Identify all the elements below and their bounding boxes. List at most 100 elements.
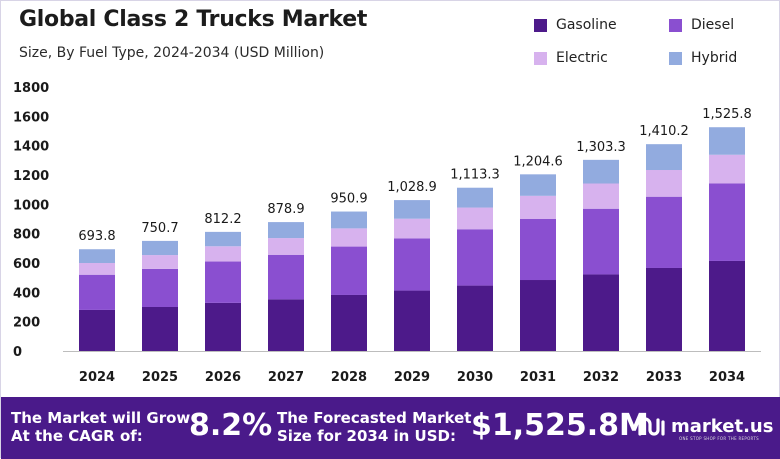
bar-segment-hybrid bbox=[331, 211, 367, 229]
bar-segment-gasoline bbox=[331, 294, 367, 351]
bar-segment-diesel bbox=[142, 268, 178, 307]
bar-segment-hybrid bbox=[79, 249, 115, 263]
y-tick-label: 400 bbox=[13, 286, 40, 301]
bar-total-label: 693.8 bbox=[78, 229, 115, 244]
forecast-value: $1,525.8M bbox=[471, 408, 649, 443]
x-tick-label: 2029 bbox=[394, 370, 430, 385]
bar-total-label: 1,410.2 bbox=[639, 124, 689, 139]
bar-segment-hybrid bbox=[142, 240, 178, 256]
legend-label-diesel: Diesel bbox=[691, 17, 735, 33]
x-tick-label: 2024 bbox=[79, 370, 115, 385]
brand-tagline: ONE STOP SHOP FOR THE REPORTS bbox=[679, 436, 759, 441]
bar-segment-diesel bbox=[331, 246, 367, 295]
bar-total-label: 1,525.8 bbox=[702, 107, 752, 122]
bar-segment-electric bbox=[394, 218, 430, 239]
bar-segment-hybrid bbox=[394, 200, 430, 219]
chart-subtitle: Size, By Fuel Type, 2024-2034 (USD Milli… bbox=[19, 45, 325, 61]
x-tick-label: 2034 bbox=[709, 370, 745, 385]
bar-total-label: 878.9 bbox=[267, 202, 304, 217]
bar-segment-electric bbox=[79, 263, 115, 275]
y-tick-label: 800 bbox=[13, 228, 40, 243]
chart-title: Global Class 2 Trucks Market bbox=[19, 7, 368, 32]
bar-total-label: 750.7 bbox=[141, 221, 178, 236]
bar-segment-diesel bbox=[394, 238, 430, 291]
bar-segment-electric bbox=[331, 228, 367, 247]
bar-segment-electric bbox=[457, 207, 493, 230]
bar-segment-hybrid bbox=[457, 187, 493, 208]
y-tick-label: 1400 bbox=[13, 140, 49, 155]
bar-segment-hybrid bbox=[583, 159, 619, 184]
legend-label-electric: Electric bbox=[556, 50, 608, 66]
legend-item-gasoline: Gasoline bbox=[534, 17, 617, 33]
bar-segment-diesel bbox=[205, 261, 241, 303]
y-tick-label: 200 bbox=[13, 316, 40, 331]
legend-swatch-hybrid bbox=[669, 51, 682, 65]
bar-segment-hybrid bbox=[520, 174, 556, 196]
bar-segment-gasoline bbox=[268, 299, 304, 351]
x-tick-label: 2032 bbox=[583, 370, 619, 385]
legend-item-hybrid: Hybrid bbox=[669, 50, 737, 66]
x-tick-label: 2030 bbox=[457, 370, 493, 385]
x-tick-label: 2033 bbox=[646, 370, 682, 385]
legend-swatch-diesel bbox=[669, 18, 682, 32]
legend-item-diesel: Diesel bbox=[669, 17, 734, 33]
brand-logo: market.us bbox=[637, 412, 773, 440]
y-tick-label: 1000 bbox=[13, 198, 49, 213]
bar-segment-electric bbox=[205, 246, 241, 262]
y-tick-label: 1600 bbox=[13, 110, 49, 125]
market-us-logo-icon bbox=[638, 417, 665, 436]
bar-total-label: 1,303.3 bbox=[576, 140, 626, 155]
legend-label-hybrid: Hybrid bbox=[691, 50, 738, 66]
cagr-value: 8.2% bbox=[189, 408, 273, 443]
x-tick-label: 2026 bbox=[205, 370, 241, 385]
bar-segment-gasoline bbox=[205, 302, 241, 351]
bar-segment-diesel bbox=[646, 196, 682, 268]
bar-segment-electric bbox=[646, 170, 682, 197]
y-tick-label: 1800 bbox=[13, 81, 49, 96]
cagr-caption-line1: The Market will Grow bbox=[11, 409, 191, 427]
bar-segment-diesel bbox=[457, 229, 493, 286]
bar-segment-gasoline bbox=[457, 285, 493, 351]
cagr-caption: The Market will Grow At the CAGR of: bbox=[11, 409, 190, 445]
bar-segment-gasoline bbox=[142, 307, 178, 351]
forecast-caption: The Forecasted Market Size for 2034 in U… bbox=[277, 409, 471, 445]
bar-total-label: 1,028.9 bbox=[387, 180, 437, 195]
bar-segment-electric bbox=[709, 154, 745, 184]
y-tick-label: 0 bbox=[13, 345, 22, 360]
bar-segment-hybrid bbox=[268, 222, 304, 239]
legend-swatch-electric bbox=[534, 51, 547, 65]
x-tick-label: 2027 bbox=[268, 370, 304, 385]
forecast-caption-line1: The Forecasted Market bbox=[277, 409, 472, 427]
cagr-caption-line2: At the CAGR of: bbox=[11, 427, 143, 445]
bar-segment-hybrid bbox=[709, 127, 745, 155]
brand-name: market.us bbox=[671, 415, 774, 437]
bar-segment-hybrid bbox=[646, 144, 682, 171]
y-tick-label: 600 bbox=[13, 257, 40, 272]
bar-segment-diesel bbox=[79, 274, 115, 310]
x-tick-label: 2025 bbox=[142, 370, 178, 385]
bar-segment-gasoline bbox=[520, 280, 556, 351]
bar-segment-electric bbox=[268, 238, 304, 255]
bar-segment-diesel bbox=[583, 208, 619, 275]
bar-segment-gasoline bbox=[394, 290, 430, 351]
bar-segment-hybrid bbox=[205, 231, 241, 247]
bar-segment-gasoline bbox=[646, 267, 682, 351]
chart-plot-area: 0 200 400 600 800 1000 1200 1400 1600 1800 693.8 20… bbox=[13, 81, 761, 385]
bar-segment-gasoline bbox=[79, 309, 115, 351]
legend-swatch-gasoline bbox=[534, 18, 547, 32]
legend-label-gasoline: Gasoline bbox=[556, 17, 617, 33]
forecast-caption-line2: Size for 2034 in USD: bbox=[277, 427, 456, 445]
y-tick-label: 1200 bbox=[13, 169, 49, 184]
bar-total-label: 950.9 bbox=[330, 192, 367, 207]
x-tick-label: 2031 bbox=[520, 370, 556, 385]
bar-segment-gasoline bbox=[709, 260, 745, 351]
bar-segment-diesel bbox=[709, 183, 745, 261]
bar-segment-diesel bbox=[268, 254, 304, 300]
bar-total-label: 1,113.3 bbox=[450, 168, 500, 183]
bar-segment-gasoline bbox=[583, 274, 619, 351]
bar-segment-electric bbox=[142, 255, 178, 269]
bar-segment-electric bbox=[520, 195, 556, 219]
bar-segment-electric bbox=[583, 183, 619, 209]
x-tick-label: 2028 bbox=[331, 370, 367, 385]
